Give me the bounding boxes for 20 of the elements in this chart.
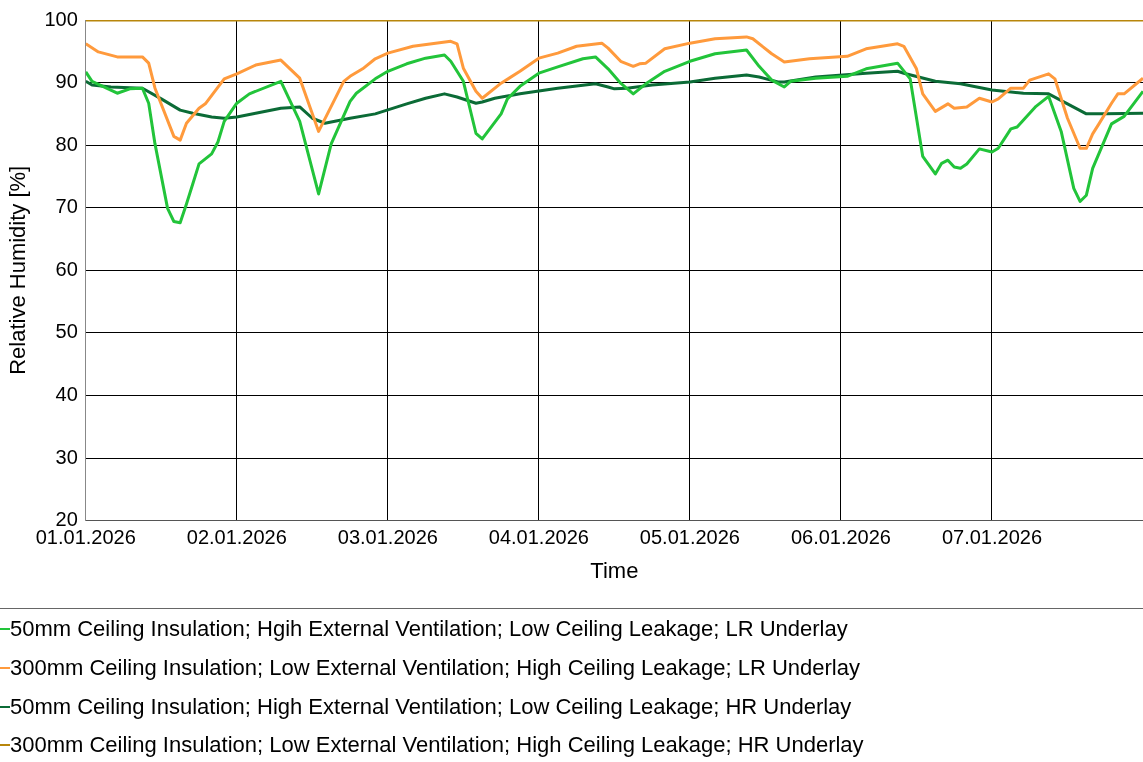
y-tick-label: 30 (55, 445, 78, 468)
y-tick-label: 40 (55, 382, 78, 405)
legend-label: 300mm Ceiling Insulation; Low External Ventilation; High Ceiling Leakage; HR Underlay (10, 732, 864, 759)
y-axis-title: Relative Humidity [%] (5, 165, 31, 375)
x-tick-label: 07.01.2026 (941, 526, 1043, 549)
x-tick-label: 04.01.2026 (488, 526, 589, 549)
legend-label: 300mm Ceiling Insulation; Low External Ventilation; High Ceiling Leakage; LR Underlay (10, 655, 860, 682)
y-tick-label: 70 (55, 195, 78, 218)
x-axis-title: Time (590, 557, 639, 583)
y-tick-label: 50 (55, 320, 78, 343)
x-tick-label: 03.01.2026 (337, 526, 438, 549)
y-tick-label: 90 (55, 70, 78, 93)
x-tick-label: 05.01.2026 (639, 526, 740, 549)
x-tick-label: 06.01.2026 (790, 526, 891, 549)
legend-label: 50mm Ceiling Insulation; Hgih External Ventilation; Low Ceiling Leakage; LR Underlay (10, 616, 848, 643)
y-tick-label: 100 (44, 7, 78, 30)
y-tick-label: 80 (55, 132, 78, 155)
legend-label: 50mm Ceiling Insulation; High External Ventilation; Low Ceiling Leakage; HR Underlay (10, 693, 852, 720)
x-tick-label: 02.01.2026 (186, 526, 287, 549)
y-tick-label: 60 (55, 257, 78, 280)
